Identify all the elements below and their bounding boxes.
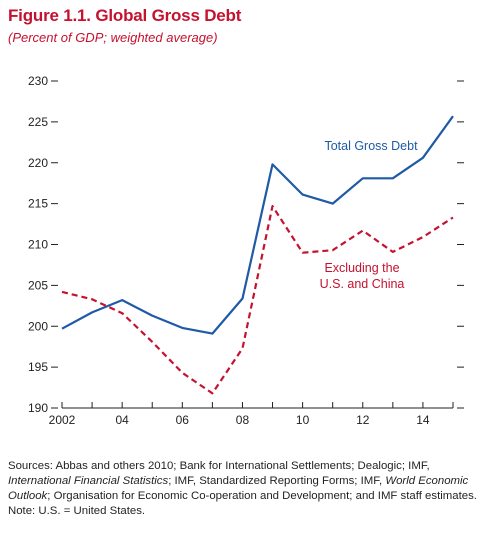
series-label-total-gross-debt: Total Gross Debt [324, 139, 418, 153]
y-tick-label: 190 [28, 401, 48, 415]
chart-notes: Sources: Abbas and others 2010; Bank for… [8, 459, 490, 519]
note-text: Note: U.S. = United States. [8, 505, 146, 517]
sources-text: Sources: Abbas and others 2010; Bank for… [8, 459, 490, 504]
x-tick-label: 2002 [49, 413, 76, 427]
chart-title: Figure 1.1. Global Gross Debt [8, 6, 242, 25]
x-tick-label: 12 [356, 413, 370, 427]
x-tick-label: 14 [416, 413, 430, 427]
y-tick-label: 220 [28, 156, 48, 170]
y-tick-label: 230 [28, 74, 48, 88]
series-line-total-gross-debt [61, 115, 454, 335]
series-label-excluding-us-china: Excluding the [324, 261, 399, 275]
y-tick-label: 210 [28, 238, 48, 252]
sources-ifs: International Financial Statistics [8, 475, 169, 487]
y-tick-label: 200 [28, 319, 48, 333]
chart-series [61, 115, 454, 395]
series-line-excluding-us-china [61, 205, 454, 395]
sources-weo: World Economic Outlook [8, 475, 469, 502]
y-tick-label: 215 [28, 197, 48, 211]
series-labels: Total Gross Debt Excluding the U.S. and Ch… [320, 139, 418, 291]
y-tick-label: 205 [28, 278, 48, 292]
y-tick-label: 225 [28, 115, 48, 129]
x-tick-label: 06 [176, 413, 190, 427]
line-chart: 190 195 200 205 210 215 220 225 230 2002 04 06 08 10 1… [28, 74, 464, 427]
sources-mid: ; IMF, Standardized Reporting Forms; IMF… [168, 475, 386, 487]
chart-subtitle: (Percent of GDP; weighted average) [8, 30, 218, 45]
sources-prefix: Sources: Abbas and others 2010; Bank for… [8, 460, 430, 472]
x-tick-label: 04 [115, 413, 129, 427]
y-tick-label: 195 [28, 360, 48, 374]
x-tick-label: 08 [236, 413, 250, 427]
chart-axes: 190 195 200 205 210 215 220 225 230 2002 04 06 08 10 1… [28, 74, 464, 427]
series-label-excluding-us-china: U.S. and China [320, 277, 405, 291]
x-tick-label: 10 [296, 413, 310, 427]
sources-suffix: ; Organisation for Economic Co-operation… [47, 490, 477, 502]
